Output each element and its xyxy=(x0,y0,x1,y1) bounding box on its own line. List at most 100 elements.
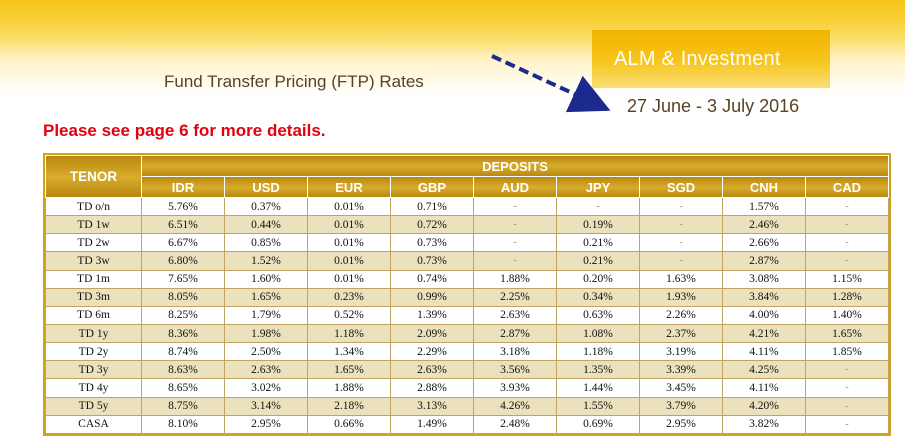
rate-cell: 8.63% xyxy=(141,360,225,380)
rate-cell: 0.01% xyxy=(307,196,391,217)
rate-cell: - xyxy=(805,215,889,235)
tenor-cell: TD 2w xyxy=(45,233,142,253)
rate-cell: 8.75% xyxy=(141,396,225,416)
rate-cell: 3.18% xyxy=(473,342,557,362)
rate-cell: 1.15% xyxy=(805,269,889,289)
currency-header-sgd: SGD xyxy=(639,176,723,198)
rate-cell: 2.88% xyxy=(390,378,474,398)
rate-cell: 0.63% xyxy=(556,305,640,325)
rate-cell: 1.88% xyxy=(307,378,391,398)
rate-cell: 2.09% xyxy=(390,323,474,344)
rate-cell: 1.65% xyxy=(307,360,391,380)
tenor-cell: TD 1m xyxy=(45,269,142,289)
rate-cell: - xyxy=(556,196,640,217)
rate-cell: 1.88% xyxy=(473,269,557,289)
rate-cell: 2.63% xyxy=(390,360,474,380)
rate-cell: 3.19% xyxy=(639,342,723,362)
rate-cell: 6.51% xyxy=(141,215,225,235)
rate-cell: 6.80% xyxy=(141,251,225,271)
rate-cell: 3.56% xyxy=(473,360,557,380)
rate-cell: 0.44% xyxy=(224,215,308,235)
rate-cell: 0.66% xyxy=(307,414,391,435)
rate-cell: 0.37% xyxy=(224,196,308,217)
rate-cell: 2.26% xyxy=(639,305,723,325)
rate-cell: 1.60% xyxy=(224,269,308,289)
currency-header-cnh: CNH xyxy=(722,176,806,198)
rate-cell: 8.36% xyxy=(141,323,225,344)
rate-cell: - xyxy=(639,215,723,235)
rate-cell: 3.79% xyxy=(639,396,723,416)
page-title: Fund Transfer Pricing (FTP) Rates xyxy=(164,72,424,91)
rate-cell: 0.99% xyxy=(390,287,474,307)
table-row: TD 1w 6.51% 0.44% 0.01% 0.72% -0.19% -2.46% - xyxy=(45,215,889,235)
table-row: TD 1y 8.36% 1.98% 1.18% 2.09% 2.87% 1.08% 2.37%… xyxy=(45,323,889,344)
rate-cell: 3.39% xyxy=(639,360,723,380)
rate-cell: 2.95% xyxy=(224,414,308,435)
rate-cell: - xyxy=(473,196,557,217)
rate-cell: 1.55% xyxy=(556,396,640,416)
table-row: CASA 8.10% 2.95% 0.66% 1.49% 2.48% 0.69% 2.95% 3… xyxy=(45,414,889,435)
rate-cell: 0.85% xyxy=(224,233,308,253)
currency-header-row: IDR USD EUR GBP AUD JPY SGD CNH CAD xyxy=(46,176,889,198)
rate-cell: 2.87% xyxy=(473,323,557,344)
rates-body: TD o/n 5.76% 0.37% 0.01% 0.71% - - -1.57% - TD 1w… xyxy=(45,196,889,435)
table-row: TD 2y 8.74% 2.50% 1.34% 2.29% 3.18% 1.18% 3.19%… xyxy=(45,342,889,362)
rate-cell: 1.63% xyxy=(639,269,723,289)
department-title: ALM & Investment xyxy=(614,48,781,70)
tenor-cell: TD 3y xyxy=(45,360,142,380)
rate-cell: 4.00% xyxy=(722,305,806,325)
rate-cell: 1.40% xyxy=(805,305,889,325)
rate-cell: 0.72% xyxy=(390,215,474,235)
table-row: TD 2w 6.67% 0.85% 0.01% 0.73% -0.21% -2.66% - xyxy=(45,233,889,253)
tenor-cell: TD 3w xyxy=(45,251,142,271)
rate-cell: - xyxy=(805,360,889,380)
currency-header-aud: AUD xyxy=(473,176,557,198)
rate-cell: 1.52% xyxy=(224,251,308,271)
rate-cell: 2.50% xyxy=(224,342,308,362)
rate-cell: 1.08% xyxy=(556,323,640,344)
rate-cell: 0.19% xyxy=(556,215,640,235)
deposits-header: DEPOSITS xyxy=(141,155,889,177)
rate-cell: 1.65% xyxy=(805,323,889,344)
rate-cell: 2.87% xyxy=(722,251,806,271)
rate-cell: 3.08% xyxy=(722,269,806,289)
tenor-cell: TD 6m xyxy=(45,305,142,325)
rate-cell: 3.13% xyxy=(390,396,474,416)
rate-cell: - xyxy=(805,233,889,253)
rate-cell: 3.02% xyxy=(224,378,308,398)
currency-header-jpy: JPY xyxy=(556,176,640,198)
rate-cell: 4.25% xyxy=(722,360,806,380)
rate-cell: 0.01% xyxy=(307,233,391,253)
rate-cell: 2.63% xyxy=(473,305,557,325)
tenor-cell: TD 4y xyxy=(45,378,142,398)
rate-cell: 3.45% xyxy=(639,378,723,398)
rate-cell: 1.65% xyxy=(224,287,308,307)
rate-cell: - xyxy=(805,396,889,416)
rate-cell: 0.20% xyxy=(556,269,640,289)
rate-cell: 1.44% xyxy=(556,378,640,398)
rate-cell: 0.69% xyxy=(556,414,640,435)
rate-cell: 8.74% xyxy=(141,342,225,362)
rate-cell: 0.23% xyxy=(307,287,391,307)
ftp-rates-table: TENOR DEPOSITS IDR USD EUR GBP AUD JPY SGD CNH C… xyxy=(43,153,891,436)
rate-cell: 3.84% xyxy=(722,287,806,307)
rate-cell: 2.63% xyxy=(224,360,308,380)
rate-cell: 8.05% xyxy=(141,287,225,307)
rate-cell: 0.01% xyxy=(307,215,391,235)
rate-cell: 0.01% xyxy=(307,251,391,271)
rate-cell: 4.20% xyxy=(722,396,806,416)
currency-header-eur: EUR xyxy=(307,176,391,198)
rate-cell: 0.71% xyxy=(390,196,474,217)
rate-cell: 1.98% xyxy=(224,323,308,344)
department-box xyxy=(592,30,830,88)
rate-cell: 3.93% xyxy=(473,378,557,398)
rate-cell: - xyxy=(639,251,723,271)
rate-cell: 0.21% xyxy=(556,251,640,271)
tenor-cell: TD 1y xyxy=(45,323,142,344)
rate-cell: 2.66% xyxy=(722,233,806,253)
tenor-cell: TD 5y xyxy=(45,396,142,416)
rate-cell: 6.67% xyxy=(141,233,225,253)
rate-cell: 2.46% xyxy=(722,215,806,235)
rate-cell: 1.28% xyxy=(805,287,889,307)
tenor-cell: TD 2y xyxy=(45,342,142,362)
